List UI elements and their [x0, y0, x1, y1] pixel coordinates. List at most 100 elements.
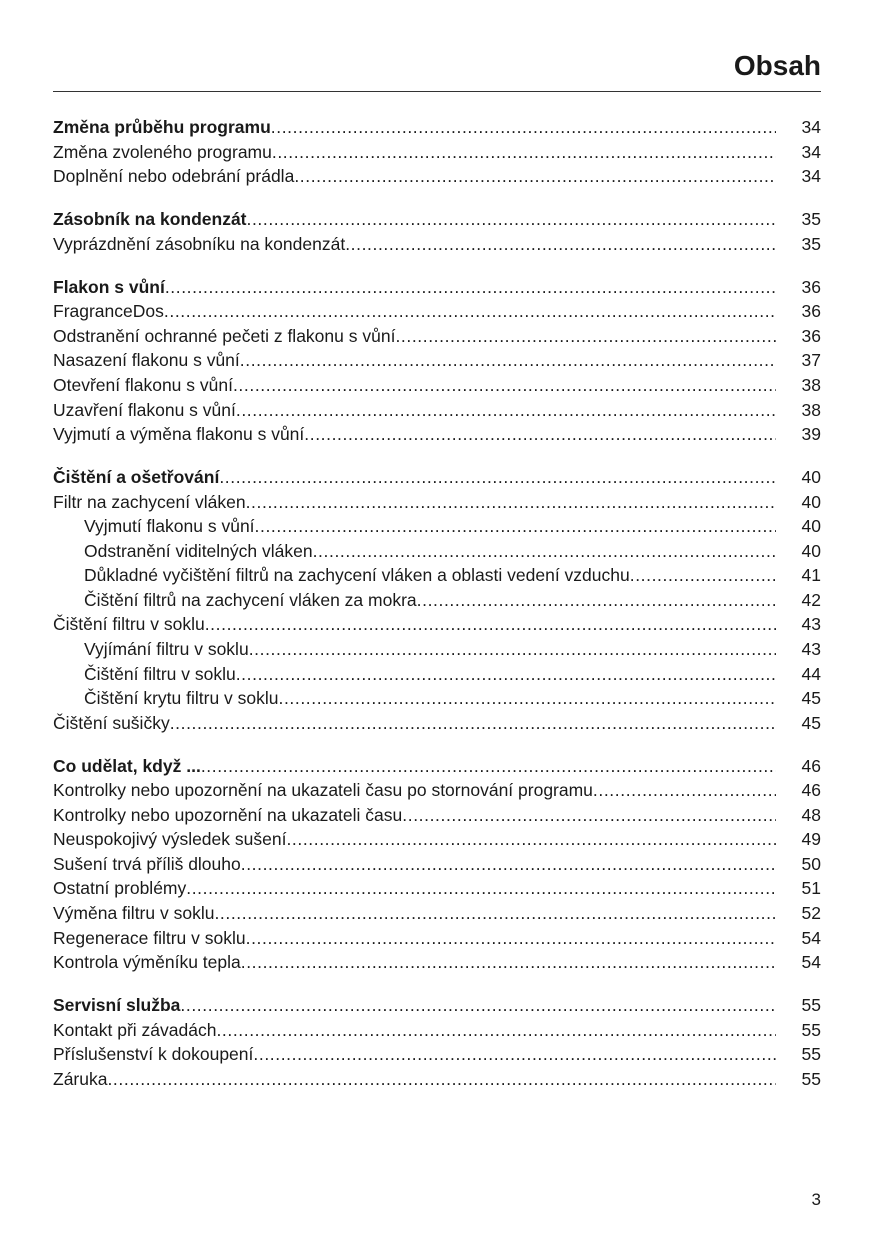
dot-leader	[313, 539, 776, 563]
dot-leader	[164, 299, 776, 323]
toc-entry[interactable]: Záruka 55	[53, 1067, 821, 1091]
toc-entry[interactable]: Vyjmutí a výměna flakonu s vůní 39	[53, 422, 821, 446]
toc-entry-page: 46	[801, 780, 821, 801]
dot-leader	[279, 686, 777, 710]
dot-leader	[216, 1018, 776, 1042]
dot-leader	[249, 637, 776, 661]
toc-entry-page: 35	[801, 233, 821, 254]
dot-leader	[180, 993, 776, 1017]
toc-entry-page: 35	[801, 209, 821, 230]
dot-leader	[246, 490, 776, 514]
toc-entry-page: 48	[801, 804, 821, 825]
toc-entry-title: Otevření flakonu s vůní	[53, 374, 233, 395]
toc-entry[interactable]: Kontrolky nebo upozornění na ukazateli č…	[53, 803, 821, 827]
toc-entry[interactable]: Čištění sušičky 45	[53, 711, 821, 735]
dot-leader	[630, 563, 776, 587]
toc-entry[interactable]: Důkladné vyčištění filtrů na zachycení v…	[53, 563, 821, 587]
toc-entry-title: Neuspokojivý výsledek sušení	[53, 829, 287, 850]
toc-entry[interactable]: Filtr na zachycení vláken 40	[53, 490, 821, 514]
toc-entry-title: Změna zvoleného programu	[53, 141, 272, 162]
toc-entry[interactable]: Vyprázdnění zásobníku na kondenzát 35	[53, 232, 821, 256]
dot-leader	[236, 398, 776, 422]
toc-entry[interactable]: Sušení trvá příliš dlouho 50	[53, 852, 821, 876]
toc-entry-title: Záruka	[53, 1068, 108, 1089]
toc-section-heading[interactable]: Flakon s vůní 36	[53, 275, 821, 299]
toc-entry-page: 41	[801, 565, 821, 586]
toc-entry-page: 43	[801, 614, 821, 635]
toc-entry-page: 55	[801, 1044, 821, 1065]
dot-leader	[170, 711, 776, 735]
toc-entry[interactable]: FragranceDos 36	[53, 299, 821, 323]
toc-entry-title: Důkladné vyčištění filtrů na zachycení v…	[84, 565, 630, 586]
toc-section-heading[interactable]: Čištění a ošetřování 40	[53, 465, 821, 489]
toc-entry-page: 38	[801, 399, 821, 420]
toc-entry-page: 44	[801, 663, 821, 684]
toc-entry-title: Doplnění nebo odebrání prádla	[53, 166, 295, 187]
toc-section-heading[interactable]: Servisní služba 55	[53, 993, 821, 1017]
toc-entry-title: Čištění sušičky	[53, 712, 170, 733]
dot-leader	[345, 232, 776, 256]
dot-leader	[240, 348, 776, 372]
toc-entry-title: Odstranění ochranné pečeti z flakonu s v…	[53, 325, 396, 346]
toc-entry-page: 54	[801, 927, 821, 948]
toc-entry-title: Ostatní problémy	[53, 878, 187, 899]
toc-entry-title: Čištění filtru v soklu	[84, 663, 236, 684]
dot-leader	[286, 827, 776, 851]
toc-entry[interactable]: Čištění krytu filtru v soklu 45	[53, 686, 821, 710]
toc-entry-title: Kontakt při závadách	[53, 1019, 217, 1040]
toc-entry[interactable]: Uzavření flakonu s vůní 38	[53, 398, 821, 422]
toc-entry-title: Čištění filtrů na zachycení vláken za mo…	[84, 589, 417, 610]
toc-entry[interactable]: Odstranění ochranné pečeti z flakonu s v…	[53, 324, 821, 348]
toc-entry-title: FragranceDos	[53, 301, 164, 322]
dot-leader	[255, 514, 776, 538]
toc-entry-page: 36	[801, 325, 821, 346]
dot-leader	[107, 1067, 776, 1091]
toc-entry[interactable]: Odstranění viditelných vláken 40	[53, 539, 821, 563]
toc-entry[interactable]: Regenerace filtru v soklu 54	[53, 926, 821, 950]
toc-entry-title: Kontrolky nebo upozornění na ukazateli č…	[53, 780, 593, 801]
toc-entry-page: 40	[801, 516, 821, 537]
toc-entry-page: 49	[801, 829, 821, 850]
dot-leader	[186, 876, 776, 900]
dot-leader	[219, 465, 776, 489]
toc-entry[interactable]: Čištění filtru v soklu 43	[53, 612, 821, 636]
toc-entry-title: Nasazení flakonu s vůní	[53, 350, 240, 371]
toc-entry[interactable]: Vyjmutí flakonu s vůní 40	[53, 514, 821, 538]
toc-entry-title: Výměna filtru v soklu	[53, 902, 215, 923]
toc-entry[interactable]: Kontrolky nebo upozornění na ukazateli č…	[53, 778, 821, 802]
toc-entry[interactable]: Čištění filtrů na zachycení vláken za mo…	[53, 588, 821, 612]
toc-entry[interactable]: Kontrola výměníku tepla 54	[53, 950, 821, 974]
dot-leader	[253, 1042, 776, 1066]
dot-leader	[272, 140, 776, 164]
toc-entry[interactable]: Otevření flakonu s vůní 38	[53, 373, 821, 397]
toc-entry[interactable]: Nasazení flakonu s vůní 37	[53, 348, 821, 372]
toc-entry[interactable]: Změna zvoleného programu 34	[53, 140, 821, 164]
toc-section-heading[interactable]: Co udělat, když ... 46	[53, 754, 821, 778]
toc-entry[interactable]: Doplnění nebo odebrání prádla 34	[53, 164, 821, 188]
toc-entry[interactable]: Vyjímání filtru v soklu 43	[53, 637, 821, 661]
dot-leader	[201, 754, 776, 778]
dot-leader	[271, 115, 776, 139]
toc-section-heading[interactable]: Změna průběhu programu 34	[53, 115, 821, 139]
toc-entry[interactable]: Výměna filtru v soklu 52	[53, 901, 821, 925]
toc-section-heading[interactable]: Zásobník na kondenzát 35	[53, 207, 821, 231]
toc-entry[interactable]: Kontakt při závadách 55	[53, 1018, 821, 1042]
page-number: 3	[811, 1190, 821, 1209]
toc-entry-title: Změna průběhu programu	[53, 117, 271, 137]
toc-entry-page: 34	[801, 166, 821, 187]
toc-entry-title: Uzavření flakonu s vůní	[53, 399, 236, 420]
toc-entry[interactable]: Ostatní problémy 51	[53, 876, 821, 900]
toc-entry[interactable]: Neuspokojivý výsledek sušení 49	[53, 827, 821, 851]
toc-entry-title: Servisní služba	[53, 995, 181, 1016]
toc-entry-page: 46	[801, 755, 821, 776]
toc-entry[interactable]: Čištění filtru v soklu 44	[53, 662, 821, 686]
toc-entry-page: 43	[801, 638, 821, 659]
toc-entry-title: Vyjmutí a výměna flakonu s vůní	[53, 424, 305, 445]
toc-entry-title: Kontrola výměníku tepla	[53, 952, 241, 973]
toc-entry-title: Příslušenství k dokoupení	[53, 1044, 254, 1065]
toc-entry-title: Co udělat, když ...	[53, 755, 201, 776]
toc-entry[interactable]: Příslušenství k dokoupení 55	[53, 1042, 821, 1066]
toc-entry-page: 40	[801, 491, 821, 512]
toc-entry-title: Zásobník na kondenzát	[53, 209, 247, 230]
title-divider	[53, 91, 821, 92]
